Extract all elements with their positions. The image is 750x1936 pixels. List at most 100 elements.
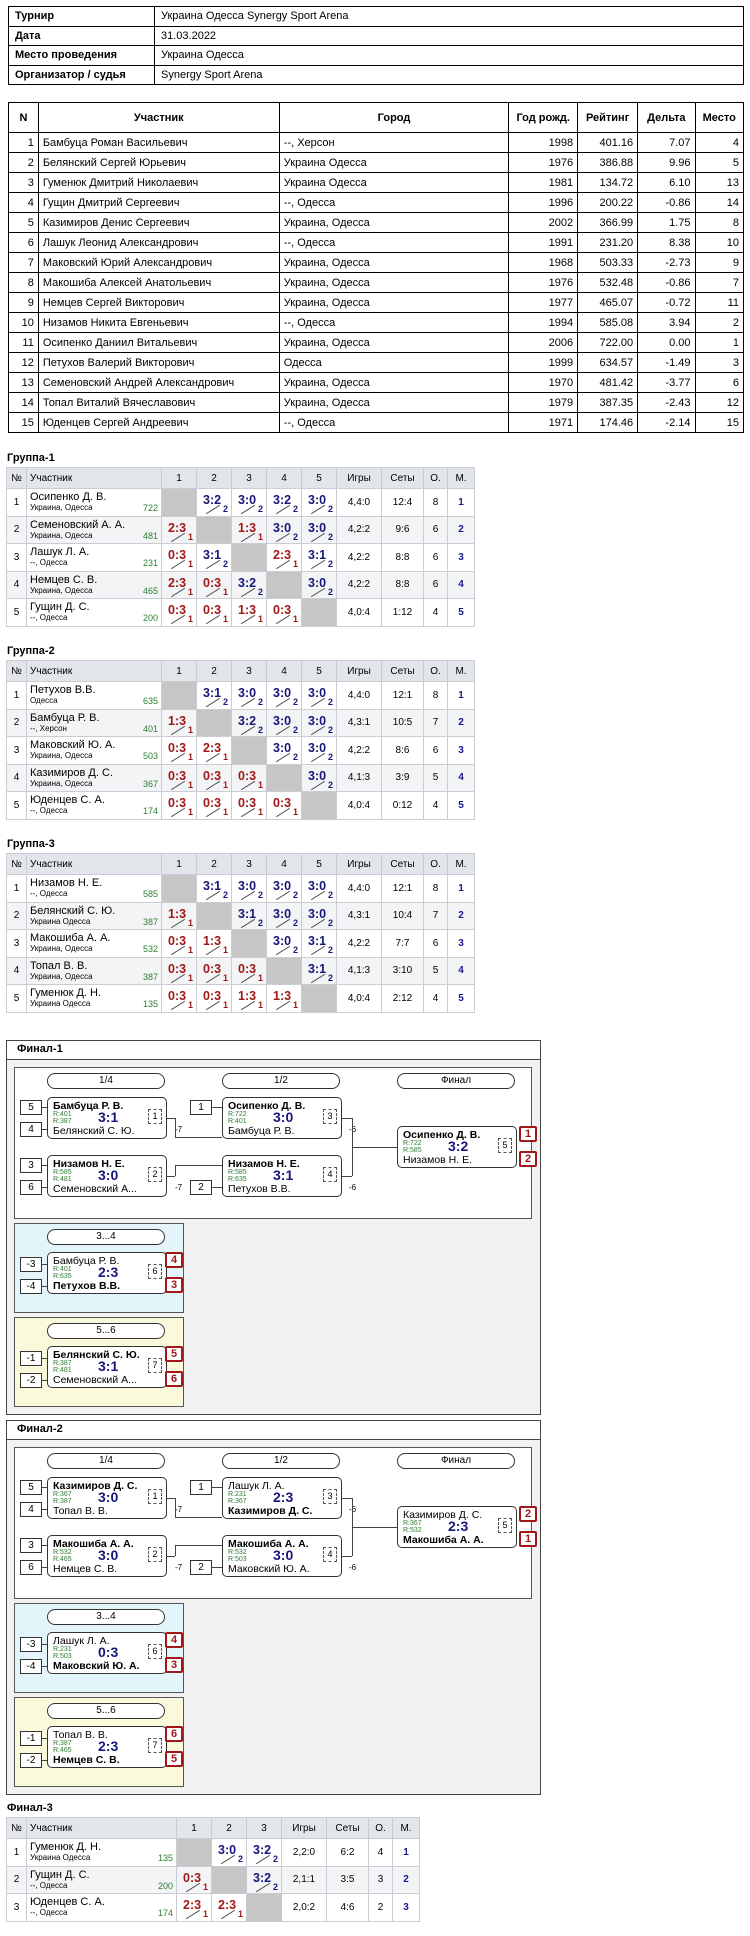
bracket-line xyxy=(42,1358,47,1359)
score-value: 3:2 xyxy=(238,575,257,590)
group-header-cell: № xyxy=(6,660,27,682)
group-header-cell: 5 xyxy=(301,853,337,875)
score-points: 1 xyxy=(257,807,263,818)
players-table: N Участник Город Год рожд. Рейтинг Дельта Мест… xyxy=(8,102,744,433)
score-value: 3:1 xyxy=(308,548,327,563)
table-row: 3 Макошиба А. А. Украина, Одесса 532 0:3 1 1:3… xyxy=(6,929,475,958)
player-cell: 4 xyxy=(694,132,744,153)
info-key: Место проведения xyxy=(8,45,155,66)
player-cell: 14 xyxy=(8,392,39,413)
score-value: 3:0 xyxy=(273,934,292,949)
self-cell xyxy=(266,956,302,985)
score-points: 1 xyxy=(187,724,193,735)
score-box: 3:0 2 xyxy=(302,875,336,901)
score-cell: 0:3 1 xyxy=(231,791,267,820)
score-points: 2 xyxy=(222,890,228,901)
match-number: 1 xyxy=(148,1109,162,1124)
round-label: 1/2 xyxy=(222,1073,340,1089)
score-box: 3:1 2 xyxy=(232,903,266,929)
score-cell: 3:0 2 xyxy=(211,1838,247,1867)
score-cell: 2:3 1 xyxy=(211,1893,247,1922)
players-header-6: Место xyxy=(694,102,744,133)
score-box: 1:3 1 xyxy=(232,599,266,625)
participant-name: Юденцев С. А. xyxy=(30,1896,105,1909)
score-value: 0:3 xyxy=(168,961,187,976)
score-box: 3:1 2 xyxy=(197,875,231,901)
semifinal-match: Низамов Н. Е. R:585 R:635 3:1 4 Петухов В.В. xyxy=(222,1155,342,1197)
score-points: 1 xyxy=(292,807,298,818)
score-cell: 3:0 2 xyxy=(301,763,337,792)
score-value: 3:2 xyxy=(273,493,292,508)
score-points: 1 xyxy=(222,779,228,790)
row-number: 4 xyxy=(6,570,27,599)
score-value: 0:3 xyxy=(203,768,222,783)
place-cell: 1 xyxy=(447,874,475,903)
score-points: 1 xyxy=(222,752,228,763)
score-points: 2 xyxy=(237,1854,243,1865)
score-box: 3:0 2 xyxy=(302,737,336,763)
score-value: 1:3 xyxy=(273,989,292,1004)
place-cell: 5 xyxy=(447,791,475,820)
score-points: 2 xyxy=(327,890,333,901)
table-row: 15 Юденцев Сергей Андреевич --, Одесса 1971… xyxy=(8,412,744,433)
games-cell: 4,3:1 xyxy=(336,901,382,930)
bracket-line xyxy=(352,1527,397,1528)
bracket-line xyxy=(342,1118,352,1119)
player-cell: Маковский Юрий Александрович xyxy=(37,252,280,273)
score-box: 3:0 2 xyxy=(302,765,336,791)
player-cell: 503.33 xyxy=(577,252,639,273)
match-bottom-player: Немцев С. В. xyxy=(53,1754,120,1766)
seed-box: 2 xyxy=(190,1560,212,1575)
place-badge: 5 xyxy=(165,1751,183,1767)
match-bottom-rating: R:635 xyxy=(53,1273,72,1280)
player-cell: 15 xyxy=(694,412,744,433)
self-cell xyxy=(196,515,232,544)
match-bottom-player: Макошиба А. А. xyxy=(403,1534,484,1546)
final-match: Казимиров Д. С. R:367 R:532 2:3 5 Макошиба А.… xyxy=(397,1506,517,1548)
place-badge: 3 xyxy=(165,1277,183,1293)
score-points: 2 xyxy=(327,724,333,735)
sets-cell: 12:1 xyxy=(381,874,424,903)
group-header-cell: 1 xyxy=(161,660,197,682)
score-value: 3:0 xyxy=(308,493,327,508)
score-box: 3:0 2 xyxy=(267,710,301,736)
match-score: 3:0 xyxy=(273,1547,294,1563)
player-cell: 13 xyxy=(8,372,39,393)
player-cell: -2.43 xyxy=(637,392,696,413)
group-title: Группа-1 xyxy=(7,452,55,464)
games-cell: 4,2:2 xyxy=(336,543,382,572)
participant-name: Осипенко Д. В. xyxy=(30,491,107,504)
match-top-player: Бамбуца Р. В. xyxy=(53,1255,120,1267)
score-box: 1:3 1 xyxy=(267,985,301,1011)
player-cell: 8.38 xyxy=(637,232,696,253)
match-top-player: Макошиба А. А. xyxy=(53,1538,134,1550)
match-bottom-player: Топал В. В. xyxy=(53,1505,108,1517)
score-value: 3:2 xyxy=(253,1843,272,1858)
score-points: 1 xyxy=(292,614,298,625)
player-cell: 200.22 xyxy=(577,192,639,213)
bracket-line xyxy=(175,1165,176,1176)
row-number: 2 xyxy=(6,515,27,544)
match-top-rating: R:401 xyxy=(53,1111,72,1118)
player-cell: 7.07 xyxy=(637,132,696,153)
match-number: 3 xyxy=(323,1109,337,1124)
score-value: 0:3 xyxy=(168,768,187,783)
round-label: 3...4 xyxy=(47,1229,165,1245)
group-title: Группа-3 xyxy=(7,838,55,850)
player-cell: 722.00 xyxy=(577,332,639,353)
bracket-line xyxy=(167,1498,175,1499)
score-value: 0:3 xyxy=(168,934,187,949)
player-cell: 4 xyxy=(8,192,39,213)
player-cell: 3 xyxy=(8,172,39,193)
sets-cell: 3:10 xyxy=(381,956,424,985)
participant-cell: Бамбуца Р. В. --, Херсон 401 xyxy=(26,708,162,737)
score-value: 1:3 xyxy=(238,989,257,1004)
place-badge: 2 xyxy=(519,1151,537,1167)
row-number: 3 xyxy=(6,736,27,765)
third-place-match: Бамбуца Р. В. R:401 R:635 2:3 6 Петухов В.В. xyxy=(47,1252,167,1294)
player-cell: 1977 xyxy=(508,292,579,313)
match-number: 2 xyxy=(148,1547,162,1562)
fifth-place-area: 5...6 -1 -2 Топал В. В. R:387 R:465 2:3 7 Немцев… xyxy=(14,1697,184,1787)
score-points: 1 xyxy=(187,917,193,928)
score-points: 2 xyxy=(327,779,333,790)
